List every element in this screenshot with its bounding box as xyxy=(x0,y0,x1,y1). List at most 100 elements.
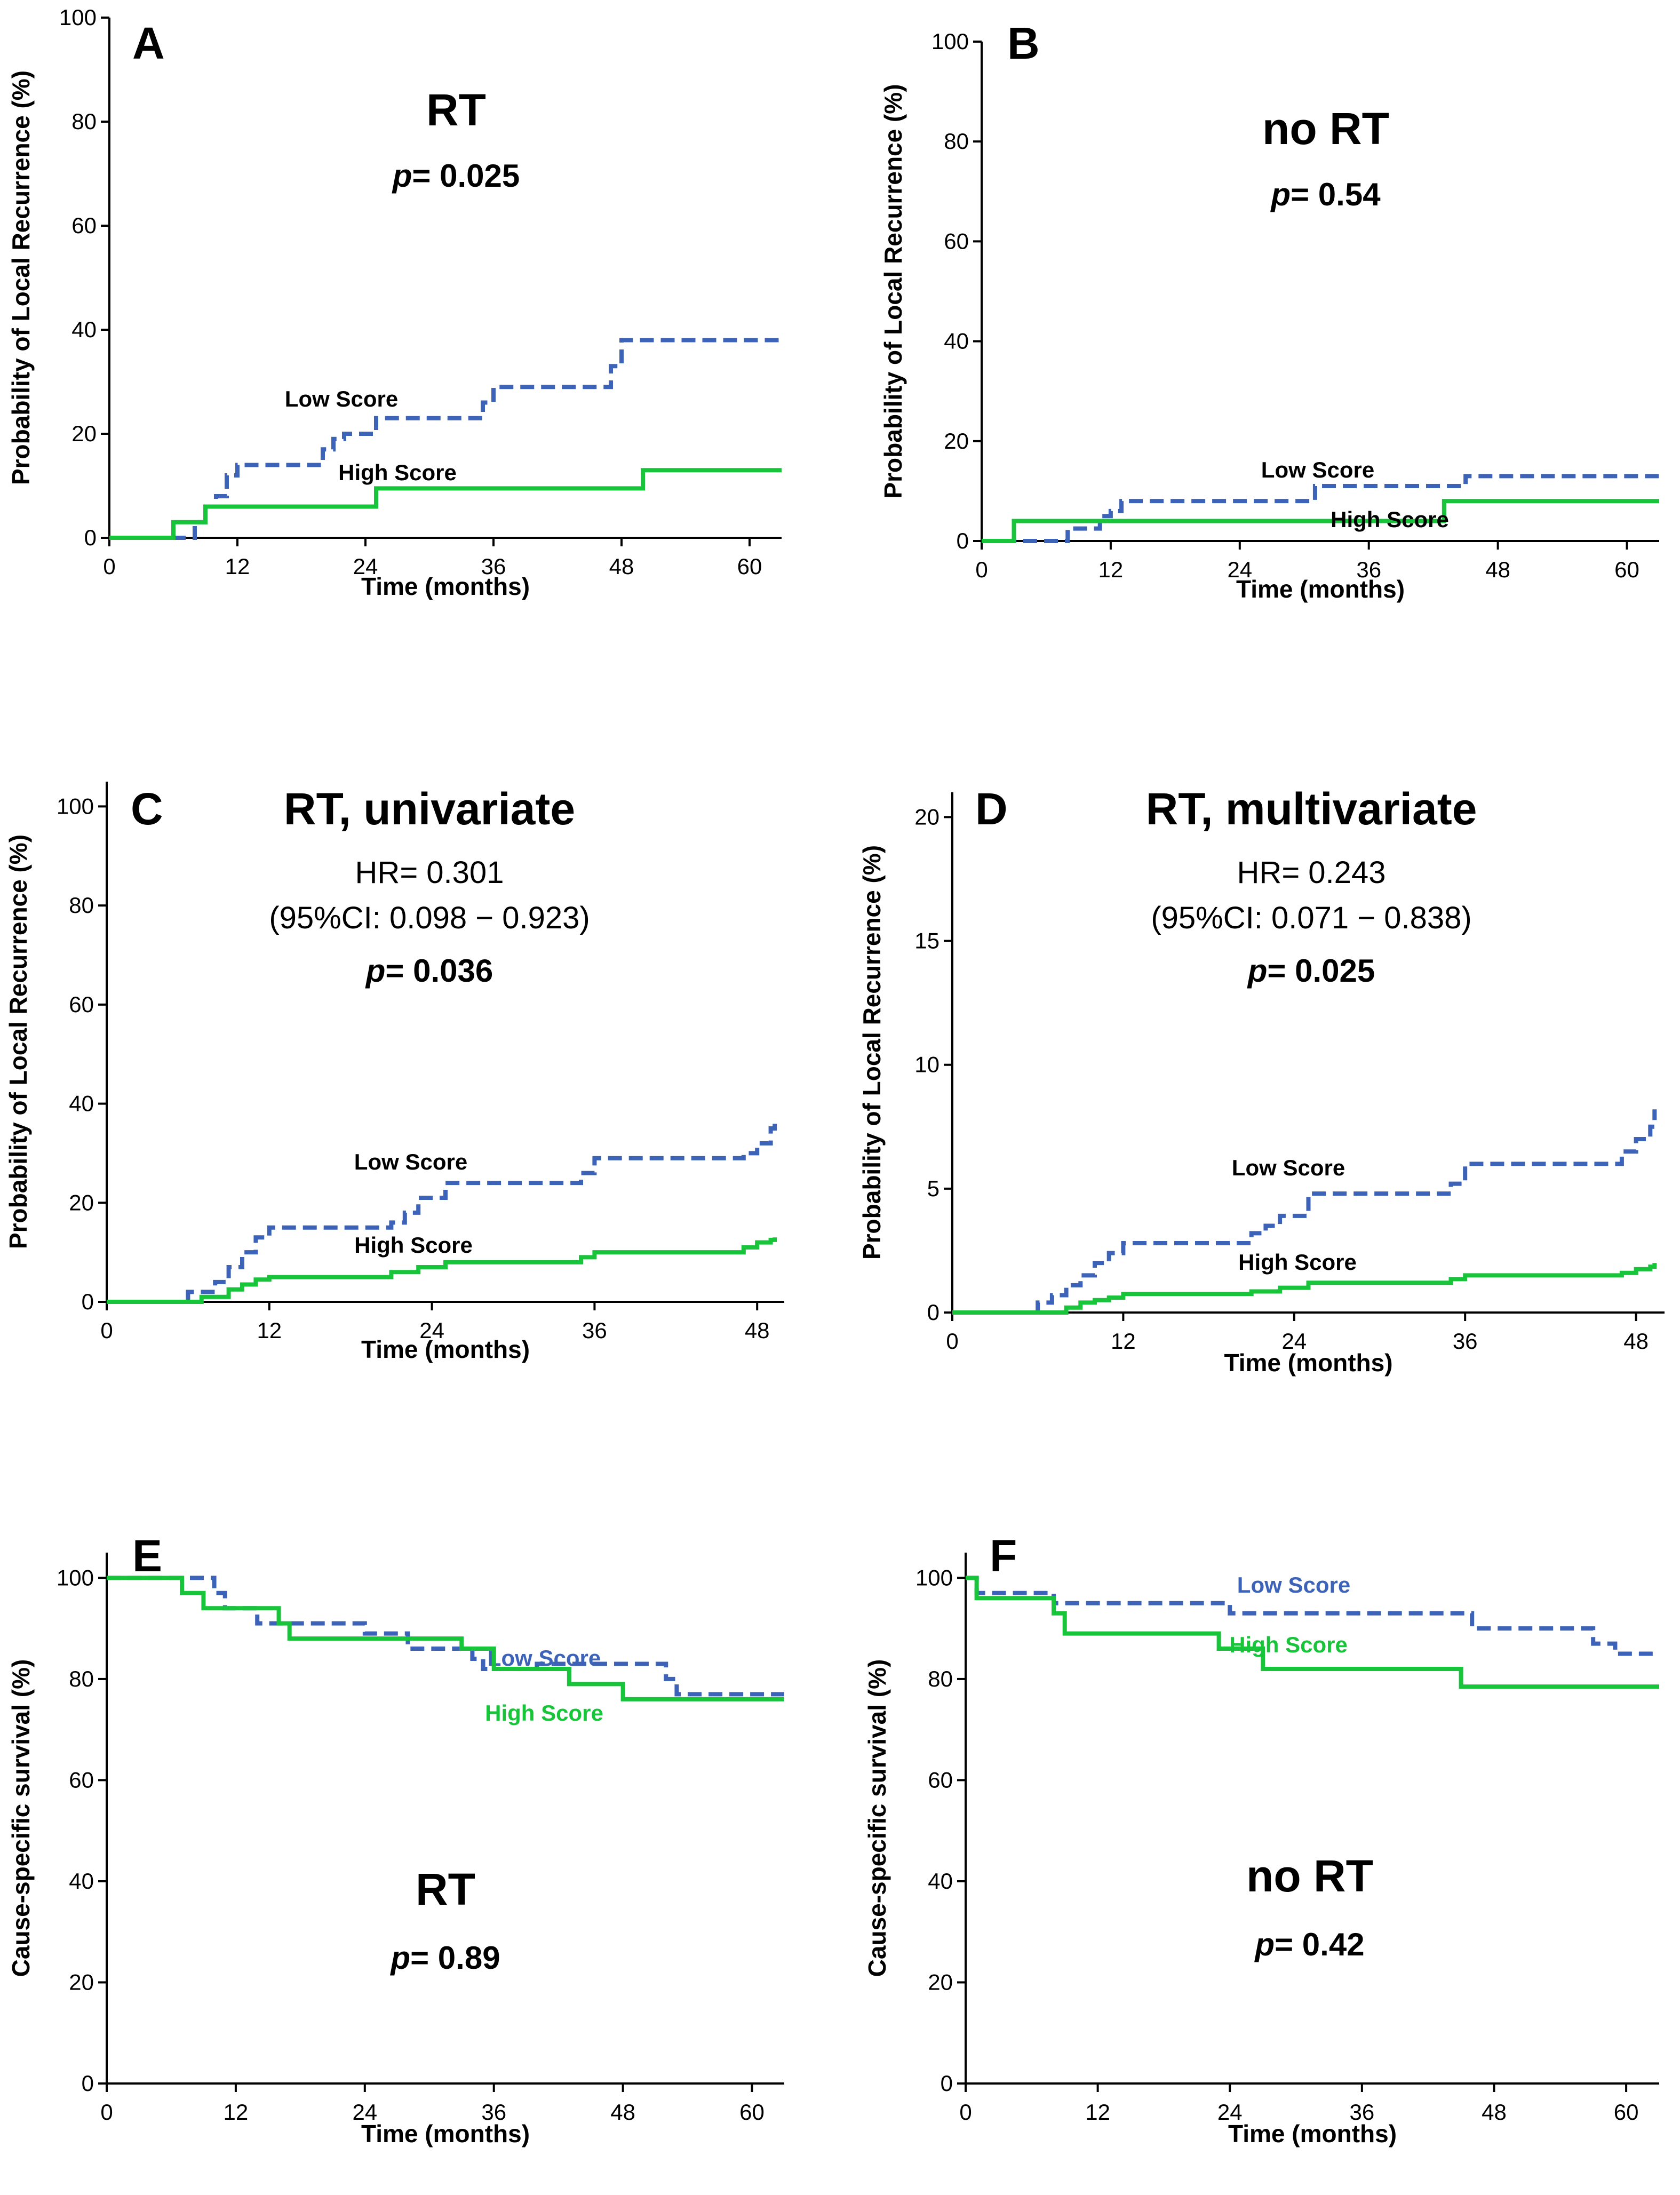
y-tick-label: 40 xyxy=(71,317,97,342)
y-tick-label: 40 xyxy=(928,1868,953,1894)
x-axis-title: Time (months) xyxy=(1228,2120,1397,2148)
low-score-curve xyxy=(107,1576,784,1697)
x-tick-label: 36 xyxy=(481,554,506,579)
x-tick-label: 36 xyxy=(1356,557,1381,582)
low-score-label: Low Score xyxy=(1261,457,1374,482)
panel-e: 0 20 40 60 80 100 0 12 24 36 48 60 Time (months) Caus… xyxy=(7,1531,784,2148)
panel-f: 0 20 40 60 80 100 0 12 24 36 48 60 Time (months) Caus… xyxy=(863,1531,1659,2148)
x-tick-label: 12 xyxy=(225,554,250,579)
low-score-label: Low Score xyxy=(1237,1572,1350,1597)
y-tick-label: 80 xyxy=(69,893,94,918)
x-tick-label: 36 xyxy=(481,2099,506,2125)
low-score-label: Low Score xyxy=(488,1645,601,1671)
confidence-interval: (95%CI: 0.071 − 0.838) xyxy=(1151,901,1471,935)
x-tick-label: 48 xyxy=(609,554,634,579)
x-tick-label: 48 xyxy=(1485,557,1510,582)
y-tick-label: 20 xyxy=(69,1969,94,1994)
x-tick-label: 12 xyxy=(257,1318,282,1343)
y-axis-title: Cause-specific survival (%) xyxy=(863,1659,891,1977)
y-tick-label: 60 xyxy=(928,1767,953,1792)
panel-b: 0 20 40 60 80 100 0 12 24 36 48 60 Time (months) Prob… xyxy=(879,18,1659,603)
high-score-curve xyxy=(982,499,1659,543)
panel-d: 0 5 10 15 20 0 12 24 36 48 Time (months) Probabilit… xyxy=(858,784,1665,1377)
x-tick-label: 12 xyxy=(1111,1329,1136,1354)
p-value-symbol: p xyxy=(1270,177,1291,212)
y-axis-title: Probability of Local Recurrence (%) xyxy=(858,845,886,1260)
panel-heading: no RT xyxy=(1262,104,1389,154)
confidence-interval: (95%CI: 0.098 − 0.923) xyxy=(269,901,590,935)
x-tick-label: 24 xyxy=(1217,2099,1243,2125)
x-tick-label: 36 xyxy=(582,1318,607,1343)
p-value-number: = 0.54 xyxy=(1291,177,1381,212)
low-score-curve xyxy=(952,1109,1657,1315)
low-score-curve xyxy=(982,474,1659,543)
low-score-label: Low Score xyxy=(1232,1155,1345,1180)
y-tick-label: 10 xyxy=(914,1052,939,1077)
low-score-label: Low Score xyxy=(354,1149,467,1174)
low-score-label: Low Score xyxy=(285,386,398,411)
high-score-curve xyxy=(109,468,782,540)
x-tick-label: 0 xyxy=(100,1318,113,1343)
y-tick-label: 20 xyxy=(71,421,97,446)
x-tick-label: 24 xyxy=(1227,557,1252,582)
y-tick-label: 100 xyxy=(915,1565,953,1590)
high-score-label: High Score xyxy=(354,1232,473,1258)
y-axis-title: Probability of Local Recurrence (%) xyxy=(7,70,35,485)
x-tick-label: 12 xyxy=(224,2099,249,2125)
y-axis-title: Probability of Local Recurrence (%) xyxy=(879,84,907,498)
x-tick-label: 48 xyxy=(1482,2099,1507,2125)
panel-letter: D xyxy=(975,784,1008,834)
y-tick-label: 40 xyxy=(944,329,969,354)
high-score-curve xyxy=(107,1237,777,1304)
p-value: p= 0.89 xyxy=(389,1940,500,1976)
x-tick-label: 60 xyxy=(739,2099,765,2125)
y-tick-label: 80 xyxy=(944,129,969,154)
y-tick-label: 80 xyxy=(928,1666,953,1691)
x-axis-title: Time (months) xyxy=(1224,1349,1392,1377)
y-tick-label: 0 xyxy=(84,525,97,550)
x-tick-label: 24 xyxy=(353,554,378,579)
panel-heading: no RT xyxy=(1246,1851,1373,1901)
y-tick-label: 20 xyxy=(914,804,939,829)
low-score-curve xyxy=(966,1576,1659,1656)
x-tick-label: 48 xyxy=(610,2099,635,2125)
high-score-label: High Score xyxy=(1238,1250,1357,1275)
p-value: p= 0.025 xyxy=(392,158,520,194)
y-tick-label: 80 xyxy=(71,109,97,134)
p-value-symbol: p xyxy=(365,953,386,989)
y-tick-label: 20 xyxy=(69,1190,94,1215)
x-tick-label: 60 xyxy=(737,554,762,579)
x-tick-label: 0 xyxy=(103,554,115,579)
p-value: p= 0.54 xyxy=(1270,177,1381,212)
high-score-curve xyxy=(107,1576,784,1701)
high-score-label: High Score xyxy=(485,1700,603,1725)
panel-letter: B xyxy=(1007,18,1040,68)
x-tick-label: 24 xyxy=(419,1318,444,1343)
high-score-label: High Score xyxy=(338,460,457,485)
x-tick-label: 36 xyxy=(1453,1329,1478,1354)
x-tick-label: 24 xyxy=(352,2099,377,2125)
p-value-number: = 0.89 xyxy=(410,1940,500,1976)
y-tick-label: 100 xyxy=(57,1565,94,1590)
high-score-label: High Score xyxy=(1229,1632,1348,1657)
y-tick-label: 15 xyxy=(914,928,939,953)
x-tick-label: 48 xyxy=(1623,1329,1649,1354)
p-value-number: = 0.025 xyxy=(1267,953,1375,989)
y-tick-label: 80 xyxy=(69,1666,94,1691)
panel-heading: RT, multivariate xyxy=(1146,784,1477,834)
y-tick-label: 60 xyxy=(69,1767,94,1792)
x-tick-label: 0 xyxy=(100,2099,113,2125)
x-axis-title: Time (months) xyxy=(361,1335,530,1363)
y-axis-title: Probability of Local Recurrence (%) xyxy=(4,834,32,1249)
high-score-curve xyxy=(952,1263,1657,1315)
p-value: p= 0.42 xyxy=(1254,1927,1364,1962)
hazard-ratio: HR= 0.243 xyxy=(1237,855,1386,890)
panel-heading: RT xyxy=(416,1864,475,1914)
y-tick-label: 20 xyxy=(944,428,969,454)
y-tick-label: 60 xyxy=(69,992,94,1017)
x-tick-label: 12 xyxy=(1098,557,1124,582)
x-tick-label: 12 xyxy=(1085,2099,1110,2125)
x-tick-label: 60 xyxy=(1614,2099,1639,2125)
x-tick-label: 60 xyxy=(1614,557,1639,582)
